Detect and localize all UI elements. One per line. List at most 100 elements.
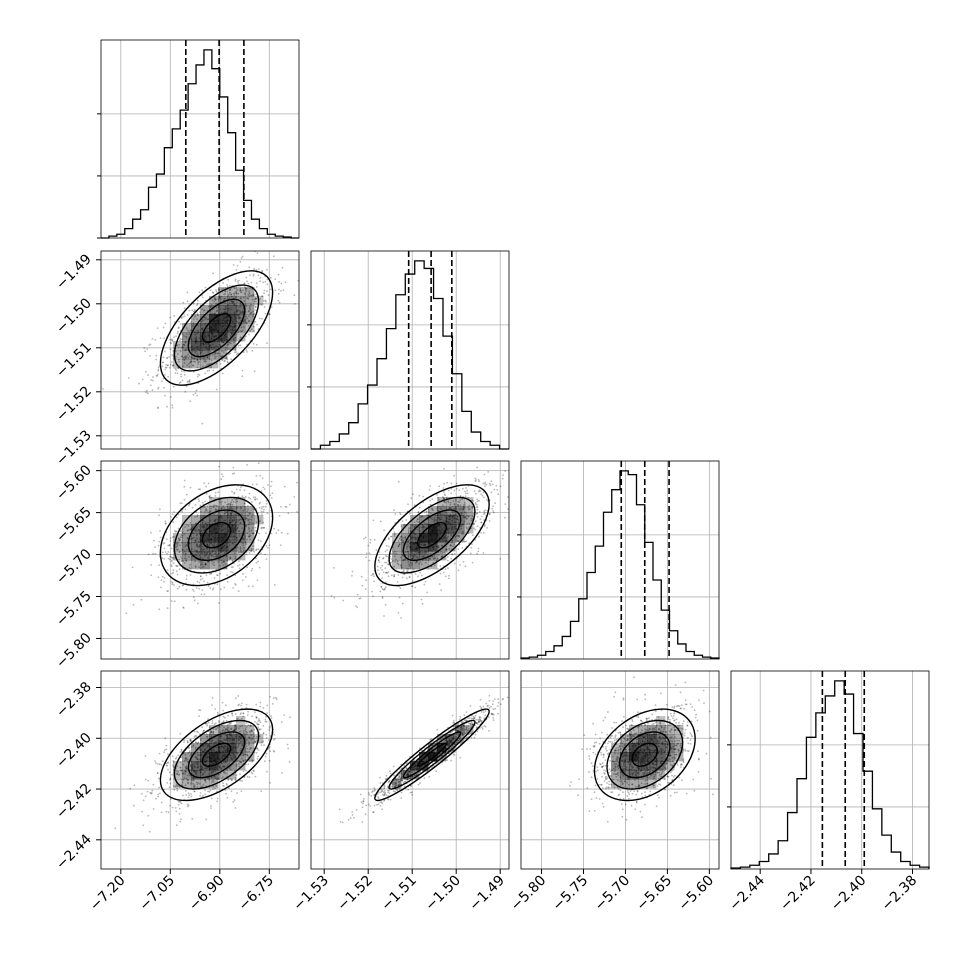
scatter-point <box>178 558 181 561</box>
density-cell <box>392 560 402 570</box>
scatter-point <box>269 494 272 497</box>
scatter-point <box>387 791 390 794</box>
scatter-point <box>209 363 211 365</box>
scatter-point <box>183 771 185 774</box>
density-cell <box>200 743 210 753</box>
scatter-point <box>215 306 218 309</box>
density-cell <box>200 734 210 744</box>
contour-line <box>416 521 448 549</box>
scatter-point <box>224 501 226 504</box>
scatter-point <box>242 712 245 715</box>
scatter-point <box>165 762 168 765</box>
scatter-point <box>468 523 471 525</box>
scatter-point <box>264 760 266 763</box>
scatter-point <box>150 384 152 387</box>
scatter-point <box>206 505 209 507</box>
scatter-point <box>477 547 480 550</box>
density-cell <box>191 515 201 525</box>
scatter-point <box>233 492 236 495</box>
scatter-point <box>150 531 152 534</box>
scatter-point <box>243 326 245 328</box>
scatter-point <box>228 289 231 291</box>
scatter-point <box>407 527 410 529</box>
scatter-point <box>457 500 460 503</box>
scatter-point <box>207 790 209 793</box>
density-cell <box>236 314 246 324</box>
scatter-point <box>182 357 185 359</box>
scatter-point <box>154 553 157 555</box>
scatter-point <box>473 527 475 530</box>
scatter-point <box>248 552 251 554</box>
scatter-point <box>472 534 474 537</box>
scatter-point <box>236 546 239 549</box>
scatter-point <box>184 508 187 511</box>
scatter-point <box>182 584 185 586</box>
scatter-point <box>204 779 206 781</box>
scatter-point <box>199 488 201 491</box>
scatter-point <box>415 560 418 563</box>
scatter-point <box>228 342 231 344</box>
scatter-point <box>257 268 260 270</box>
scatter-point <box>247 282 250 285</box>
scatter-point <box>453 503 456 505</box>
scatter-point <box>224 290 226 292</box>
scatter-point <box>145 370 147 373</box>
scatter-point <box>420 574 423 577</box>
scatter-point <box>166 364 169 367</box>
scatter-point <box>127 377 130 379</box>
density-cell <box>200 542 210 552</box>
scatter-point <box>451 511 454 514</box>
scatter-point <box>236 506 239 509</box>
scatter-point <box>245 287 247 290</box>
panel-frame <box>520 460 720 660</box>
scatter-point <box>405 767 408 770</box>
scatter-point <box>241 542 244 544</box>
scatter-point <box>186 774 189 777</box>
scatter-point <box>213 504 216 507</box>
scatter-point <box>227 343 230 346</box>
scatter-point <box>234 778 237 781</box>
scatter-point <box>444 549 447 551</box>
scatter-point <box>249 512 252 515</box>
scatter-point <box>431 508 434 510</box>
scatter-point <box>210 306 212 308</box>
scatter-point <box>198 374 201 376</box>
scatter-point <box>189 361 192 364</box>
scatter-point <box>466 517 468 520</box>
scatter-point <box>192 393 195 396</box>
density-cell <box>236 515 246 525</box>
scatter-point <box>163 749 166 751</box>
scatter-point <box>161 365 164 368</box>
scatter-point <box>179 538 182 541</box>
scatter-point <box>257 723 260 726</box>
scatter-point <box>196 786 199 788</box>
scatter-point <box>255 343 258 346</box>
scatter-point <box>398 538 401 540</box>
density-cell <box>245 725 255 735</box>
scatter-point <box>465 726 468 729</box>
scatter-point <box>484 481 487 484</box>
scatter-point <box>399 535 402 538</box>
scatter-point <box>218 343 221 346</box>
scatter-point <box>480 707 482 709</box>
scatter-point <box>468 504 471 507</box>
scatter-point <box>488 730 490 732</box>
scatter-point <box>226 784 228 786</box>
scatter-point <box>248 549 251 551</box>
scatter-point <box>407 540 410 543</box>
scatter-point <box>373 580 375 583</box>
scatter-point <box>192 779 195 782</box>
scatter-point <box>234 278 237 281</box>
scatter-point <box>254 529 257 532</box>
scatter-point <box>244 576 247 578</box>
scatter-point <box>181 536 184 539</box>
density-cell <box>401 524 411 534</box>
scatter-point <box>172 759 175 762</box>
scatter-point <box>181 316 184 318</box>
scatter-point <box>209 310 212 313</box>
scatter-point <box>514 464 516 466</box>
scatter-point <box>210 781 213 784</box>
scatter-point <box>278 281 280 283</box>
density-cell <box>455 515 465 525</box>
density-cell <box>209 524 219 534</box>
